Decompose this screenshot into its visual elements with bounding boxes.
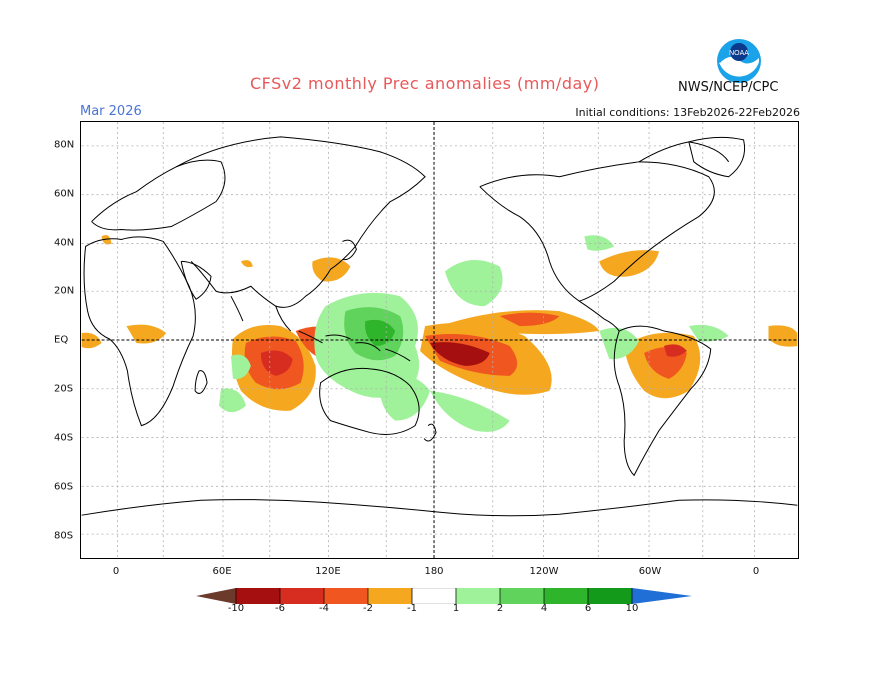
colorbar-tick: 1 <box>452 603 460 614</box>
australia <box>319 367 420 435</box>
forecast-month: Mar 2026 <box>80 104 142 119</box>
initial-conditions: Initial conditions: 13Feb2026-22Feb2026 <box>575 106 800 119</box>
agency-label: NWS/NCEP/CPC <box>678 80 779 95</box>
colorbar-swatch <box>500 588 544 604</box>
south-america <box>613 325 712 477</box>
lon-label: 60E <box>212 566 232 577</box>
colorbar-swatch <box>456 588 500 604</box>
colorbar-tick: 6 <box>584 603 592 614</box>
graticule <box>81 122 798 558</box>
colorbar-tick: -10 <box>227 603 245 614</box>
colorbar-tick: -1 <box>407 603 417 614</box>
colorbar-swatch <box>196 588 236 604</box>
colorbar-tick: 2 <box>496 603 504 614</box>
noaa-logo: NOAA <box>717 39 761 83</box>
lon-label: 120W <box>529 566 559 577</box>
colorbar-swatch <box>588 588 632 604</box>
chart-title: CFSv2 monthly Prec anomalies (mm/day) <box>250 74 600 93</box>
lat-label: 40S <box>54 432 74 444</box>
lon-label: 180 <box>424 566 444 577</box>
lon-label: 120E <box>315 566 341 577</box>
lat-label: 40N <box>54 237 75 249</box>
precip-anomaly-map <box>80 121 799 559</box>
colorbar-tick: 10 <box>625 603 639 614</box>
colorbar-swatch <box>368 588 412 604</box>
coastlines <box>81 136 798 517</box>
colorbar-swatch <box>632 588 692 604</box>
colorbar-swatch <box>324 588 368 604</box>
colorbar-swatch <box>236 588 280 604</box>
lon-label: 0 <box>112 566 120 577</box>
colorbar <box>196 588 692 604</box>
colorbar-swatch <box>411 588 457 604</box>
colorbar-swatch <box>544 588 588 604</box>
lat-label: 80S <box>54 530 74 542</box>
lat-label: 20N <box>54 285 75 297</box>
anomaly-fields <box>81 235 798 432</box>
lat-label: 60N <box>54 188 75 200</box>
lon-label: 60W <box>638 566 662 577</box>
lat-label: 60S <box>54 481 74 493</box>
colorbar-swatch <box>280 588 324 604</box>
colorbar-tick: -2 <box>363 603 373 614</box>
lon-label: 0 <box>752 566 760 577</box>
colorbar-tick: 4 <box>540 603 548 614</box>
lat-label: EQ <box>54 334 69 346</box>
svg-text:NOAA: NOAA <box>729 50 749 57</box>
colorbar-tick: -6 <box>275 603 285 614</box>
lat-label: 20S <box>54 383 74 395</box>
colorbar-tick: -4 <box>319 603 329 614</box>
lat-label: 80N <box>54 139 75 151</box>
wet-north-pacific <box>444 259 503 307</box>
